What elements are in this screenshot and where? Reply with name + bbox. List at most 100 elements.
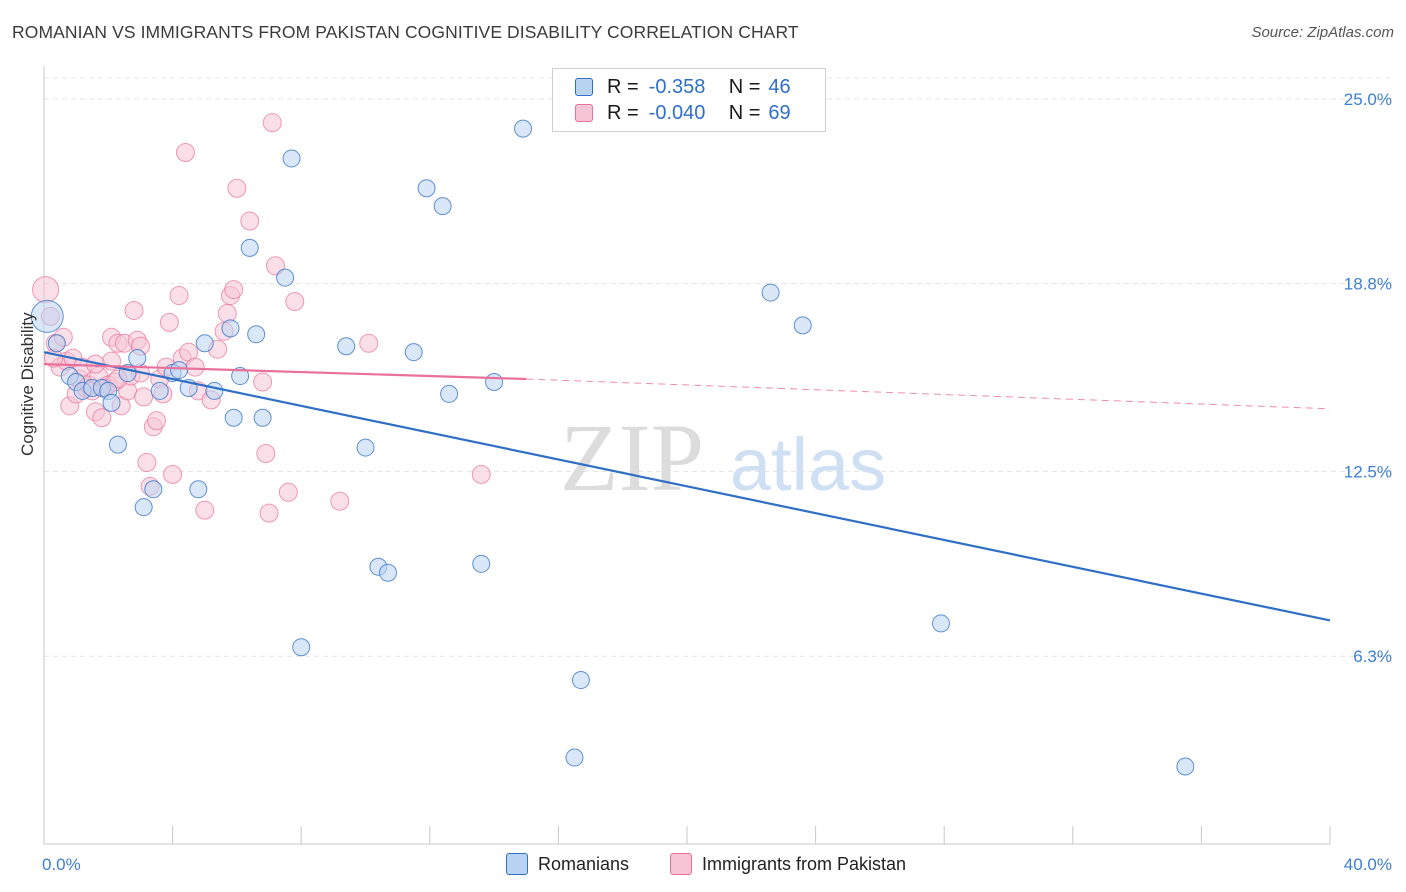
legend-row-romanians: R = -0.358 N = 46 <box>575 75 791 99</box>
romanian-point <box>485 372 504 391</box>
legend-r-label: R = <box>607 75 639 98</box>
romanian-point <box>1176 757 1195 776</box>
pakistan-point <box>265 256 285 276</box>
romanian-point <box>292 638 311 657</box>
romanian-point <box>195 334 214 353</box>
romanian-point <box>144 480 163 499</box>
romanian-point <box>571 671 590 690</box>
legend-swatch-pakistan <box>575 104 593 122</box>
romanian-points <box>30 119 1195 776</box>
pakistan-point <box>163 464 183 484</box>
pakistan-point <box>169 286 189 306</box>
legend-swatch-romanians <box>575 78 593 96</box>
pakistan-point <box>92 408 112 428</box>
pakistan-point <box>240 211 260 231</box>
legend-r-label: R = <box>607 101 639 124</box>
pakistan-trend-line <box>43 363 527 381</box>
romanian-point <box>134 498 153 517</box>
pakistan-point <box>227 178 247 198</box>
romanian-point <box>240 238 259 257</box>
bottom-legend-pakistan: Immigrants from Pakistan <box>670 852 906 876</box>
pakistan-point <box>330 491 350 511</box>
pakistan-point <box>256 444 276 464</box>
romanian-point <box>253 408 272 427</box>
pakistan-point <box>224 280 244 300</box>
y-tick-label: 6.3% <box>1353 647 1392 666</box>
pakistan-point <box>195 500 215 520</box>
romanian-point <box>931 614 950 633</box>
legend-n-label: N = <box>728 75 761 98</box>
pakistan-point <box>124 300 144 320</box>
romanian-point <box>514 119 533 138</box>
romanian-point <box>150 381 169 400</box>
romanian-point <box>282 149 301 168</box>
chart-title: ROMANIAN VS IMMIGRANTS FROM PAKISTAN COG… <box>12 22 799 42</box>
bottom-swatch-pakistan <box>670 853 692 875</box>
romanian-point <box>221 319 240 338</box>
romanian-point <box>565 748 584 767</box>
romanian-point <box>356 438 375 457</box>
pakistan-point <box>259 503 279 523</box>
pakistan-points <box>32 113 491 523</box>
romanian-point <box>108 435 127 454</box>
romanian-point <box>793 316 812 335</box>
watermark-zip: ZIP <box>560 404 704 511</box>
pakistan-point <box>185 357 205 377</box>
pakistan-point <box>285 292 305 312</box>
romanian-point <box>231 367 250 386</box>
romanian-point <box>404 343 423 362</box>
legend-row-pakistan: R = -0.040 N = 69 <box>575 101 791 125</box>
trend-lines <box>43 351 1331 622</box>
pakistan-trend-extension <box>526 378 1331 410</box>
legend-n-label: N = <box>728 101 761 124</box>
axes <box>43 66 1331 845</box>
bottom-legend-label-pakistan: Immigrants from Pakistan <box>702 853 907 874</box>
pakistan-point <box>159 312 179 332</box>
romanian-point <box>102 393 121 412</box>
romanian-point <box>276 268 295 287</box>
romanian-point <box>472 554 491 573</box>
romanian-point <box>417 179 436 198</box>
pakistan-point <box>359 333 379 353</box>
pakistan-point <box>137 452 157 472</box>
romanian-point <box>337 337 356 356</box>
romanian-point <box>128 349 147 368</box>
romanian-point <box>379 563 398 582</box>
y-tick-label: 25.0% <box>1344 90 1392 109</box>
pakistan-point <box>262 113 282 133</box>
romanian-trend-line <box>43 351 1331 622</box>
bottom-legend-romanians: Romanians <box>506 852 629 876</box>
tick-labels: 6.3% 12.5% 18.8% 25.0% 0.0% 40.0% <box>42 90 1392 874</box>
y-axis-label: Cognitive Disability <box>18 312 37 456</box>
watermark: ZIP atlas <box>560 404 886 511</box>
x-tick-label: 40.0% <box>1344 855 1392 874</box>
legend-r-value-romanians: -0.358 <box>648 75 706 98</box>
romanian-point <box>205 381 224 400</box>
romanian-point <box>224 408 243 427</box>
romanian-point <box>189 480 208 499</box>
romanian-point <box>30 299 64 333</box>
y-tick-label: 18.8% <box>1344 275 1392 294</box>
pakistan-point <box>471 464 491 484</box>
legend-r-value-pakistan: -0.040 <box>648 101 706 124</box>
x-tick-label: 0.0% <box>42 855 81 874</box>
pakistan-point <box>278 482 298 502</box>
source-label: Source: ZipAtlas.com <box>1251 24 1394 41</box>
romanian-point <box>433 197 452 216</box>
romanian-point <box>170 361 189 380</box>
grid-lines <box>44 77 1392 657</box>
legend-n-value-pakistan: 69 <box>768 101 791 124</box>
romanian-point <box>47 334 66 353</box>
legend-n-value-romanians: 46 <box>768 75 791 98</box>
romanian-point <box>761 283 780 302</box>
pakistan-point <box>32 276 60 304</box>
pakistan-point <box>134 387 154 407</box>
pakistan-point <box>217 303 237 323</box>
bottom-legend-label-romanians: Romanians <box>538 853 630 874</box>
watermark-atlas: atlas <box>730 423 886 506</box>
romanian-point <box>440 384 459 403</box>
pakistan-point <box>147 411 167 431</box>
pakistan-point <box>175 142 195 162</box>
pakistan-point <box>253 372 273 392</box>
